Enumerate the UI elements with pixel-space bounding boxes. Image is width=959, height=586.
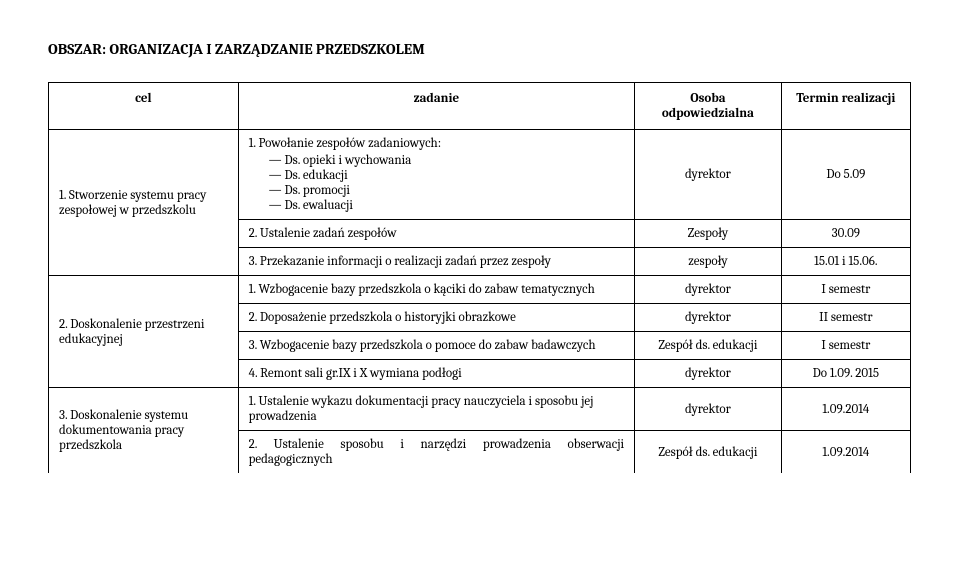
osoba-cell: Zespoły (635, 220, 782, 248)
header-termin: Termin realizacji (781, 83, 910, 130)
osoba-cell: zespoły (635, 248, 782, 276)
section-title: OBSZAR: ORGANIZACJA I ZARZĄDZANIE PRZEDS… (48, 40, 911, 58)
zadanie-cell: 1. Wzbogacenie bazy przedszkola o kąciki… (238, 276, 635, 304)
cel-cell: 3. Doskonalenie systemu dokumentowania p… (49, 388, 239, 474)
zadanie-cell: 3. Wzbogacenie bazy przedszkola o pomoce… (238, 332, 635, 360)
termin-cell: Do 5.09 (781, 130, 910, 220)
osoba-cell: dyrektor (635, 276, 782, 304)
zadanie-cell: 1. Ustalenie wykazu dokumentacji pracy n… (238, 388, 635, 431)
zadanie-cell: 2. Ustalenie sposobu i narzędzi prowadze… (238, 431, 635, 474)
termin-cell: 1.09.2014 (781, 431, 910, 474)
termin-cell: 15.01 i 15.06. (781, 248, 910, 276)
list-item: Ds. edukacji (269, 168, 625, 183)
termin-cell: I semestr (781, 332, 910, 360)
plan-table: cel zadanie Osoba odpowiedzialna Termin … (48, 82, 911, 473)
table-row: 1. Stworzenie systemu pracy zespołowej w… (49, 130, 911, 220)
header-osoba: Osoba odpowiedzialna (635, 83, 782, 130)
termin-cell: I semestr (781, 276, 910, 304)
osoba-cell: dyrektor (635, 388, 782, 431)
list-item: Ds. promocji (269, 183, 625, 198)
zadanie-sublist: Ds. opieki i wychowania Ds. edukacji Ds.… (269, 153, 625, 213)
cel-cell: 2. Doskonalenie przestrzeni edukacyjnej (49, 276, 239, 388)
list-item: Ds. opieki i wychowania (269, 153, 625, 168)
zadanie-lead: 1. Powołanie zespołów zadaniowych: (249, 136, 625, 151)
osoba-cell: Zespół ds. edukacji (635, 431, 782, 474)
termin-cell: 1.09.2014 (781, 388, 910, 431)
header-cel: cel (49, 83, 239, 130)
zadanie-cell: 4. Remont sali gr.IX i X wymiana podłogi (238, 360, 635, 388)
table-row: 3. Doskonalenie systemu dokumentowania p… (49, 388, 911, 431)
list-item: Ds. ewaluacji (269, 198, 625, 213)
table-header-row: cel zadanie Osoba odpowiedzialna Termin … (49, 83, 911, 130)
table-row: 2. Doskonalenie przestrzeni edukacyjnej … (49, 276, 911, 304)
cel-cell: 1. Stworzenie systemu pracy zespołowej w… (49, 130, 239, 276)
osoba-cell: dyrektor (635, 360, 782, 388)
termin-cell: Do 1.09. 2015 (781, 360, 910, 388)
osoba-cell: dyrektor (635, 304, 782, 332)
termin-cell: 30.09 (781, 220, 910, 248)
header-zadanie: zadanie (238, 83, 635, 130)
zadanie-cell: 2. Ustalenie zadań zespołów (238, 220, 635, 248)
osoba-cell: Zespół ds. edukacji (635, 332, 782, 360)
zadanie-cell: 3. Przekazanie informacji o realizacji z… (238, 248, 635, 276)
osoba-cell: dyrektor (635, 130, 782, 220)
zadanie-cell: 1. Powołanie zespołów zadaniowych: Ds. o… (238, 130, 635, 220)
termin-cell: II semestr (781, 304, 910, 332)
zadanie-cell: 2. Doposażenie przedszkola o historyjki … (238, 304, 635, 332)
